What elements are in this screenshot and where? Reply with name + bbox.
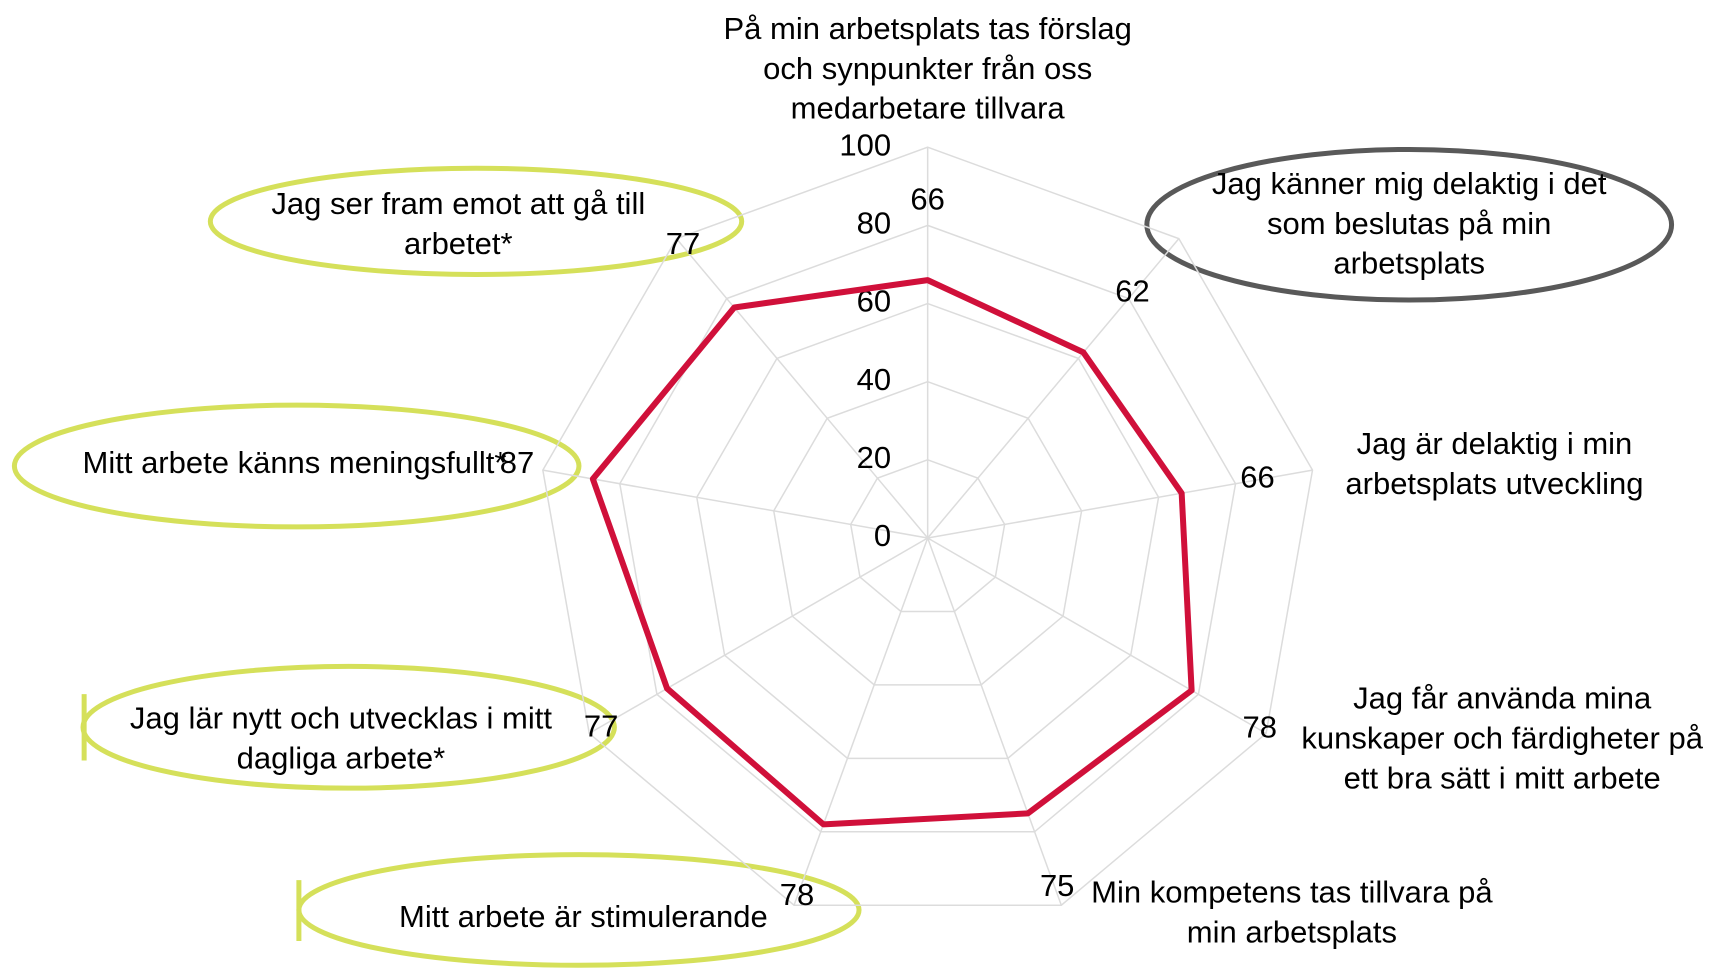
- r-tick-label: 80: [857, 206, 891, 241]
- spoke: [927, 537, 1267, 735]
- value-label: 87: [500, 445, 534, 480]
- value-label: 62: [1115, 274, 1149, 309]
- category-label: Jag känner mig delaktig i det som besluta…: [1212, 166, 1607, 281]
- category-label: På min arbetsplats tas förslag och synpun…: [723, 11, 1131, 126]
- grid-polygon: [619, 224, 1237, 833]
- highlight-ellipse: [207, 165, 745, 278]
- r-tick-label: 100: [839, 127, 891, 162]
- category-label: Jag lär nytt och utvecklas i mitt dagliga…: [130, 701, 552, 776]
- value-label: 66: [1240, 460, 1274, 495]
- value-label: 77: [666, 226, 700, 261]
- data-line: [589, 277, 1195, 828]
- grid-polygon: [849, 459, 1006, 613]
- grid-polygon: [772, 380, 1083, 686]
- spoke: [927, 238, 1180, 539]
- value-label: 66: [910, 182, 944, 217]
- category-label: Mitt arbete känns meningsfullt*: [83, 445, 507, 480]
- r-tick-label: 40: [857, 362, 891, 397]
- spoke: [793, 537, 929, 906]
- spoke: [675, 238, 929, 539]
- value-label: 78: [1243, 710, 1277, 745]
- highlight-ellipse: [11, 402, 582, 530]
- r-tick-label: 0: [874, 518, 891, 553]
- category-label: Min kompetens tas tillvara på min arbetsp…: [1091, 875, 1493, 950]
- category-label: Jag är delaktig i min arbetsplats utveckl…: [1345, 426, 1643, 501]
- category-label: Jag ser fram emot att gå till arbetet*: [271, 186, 645, 261]
- value-label: 78: [780, 877, 814, 912]
- grid-polygon: [542, 146, 1314, 906]
- spoke: [588, 537, 929, 735]
- value-label: 75: [1040, 868, 1074, 903]
- r-tick-label: 20: [857, 440, 891, 475]
- spoke: [542, 469, 928, 539]
- category-label: Mitt arbete är stimulerande: [399, 899, 768, 934]
- value-label: 77: [584, 709, 618, 744]
- spoke: [927, 469, 1313, 539]
- highlight-ellipse: [1144, 146, 1675, 303]
- category-label: Jag får använda mina kunskaper och färdig…: [1301, 681, 1703, 796]
- grid-polygon: [695, 302, 1160, 760]
- spoke: [926, 537, 1063, 906]
